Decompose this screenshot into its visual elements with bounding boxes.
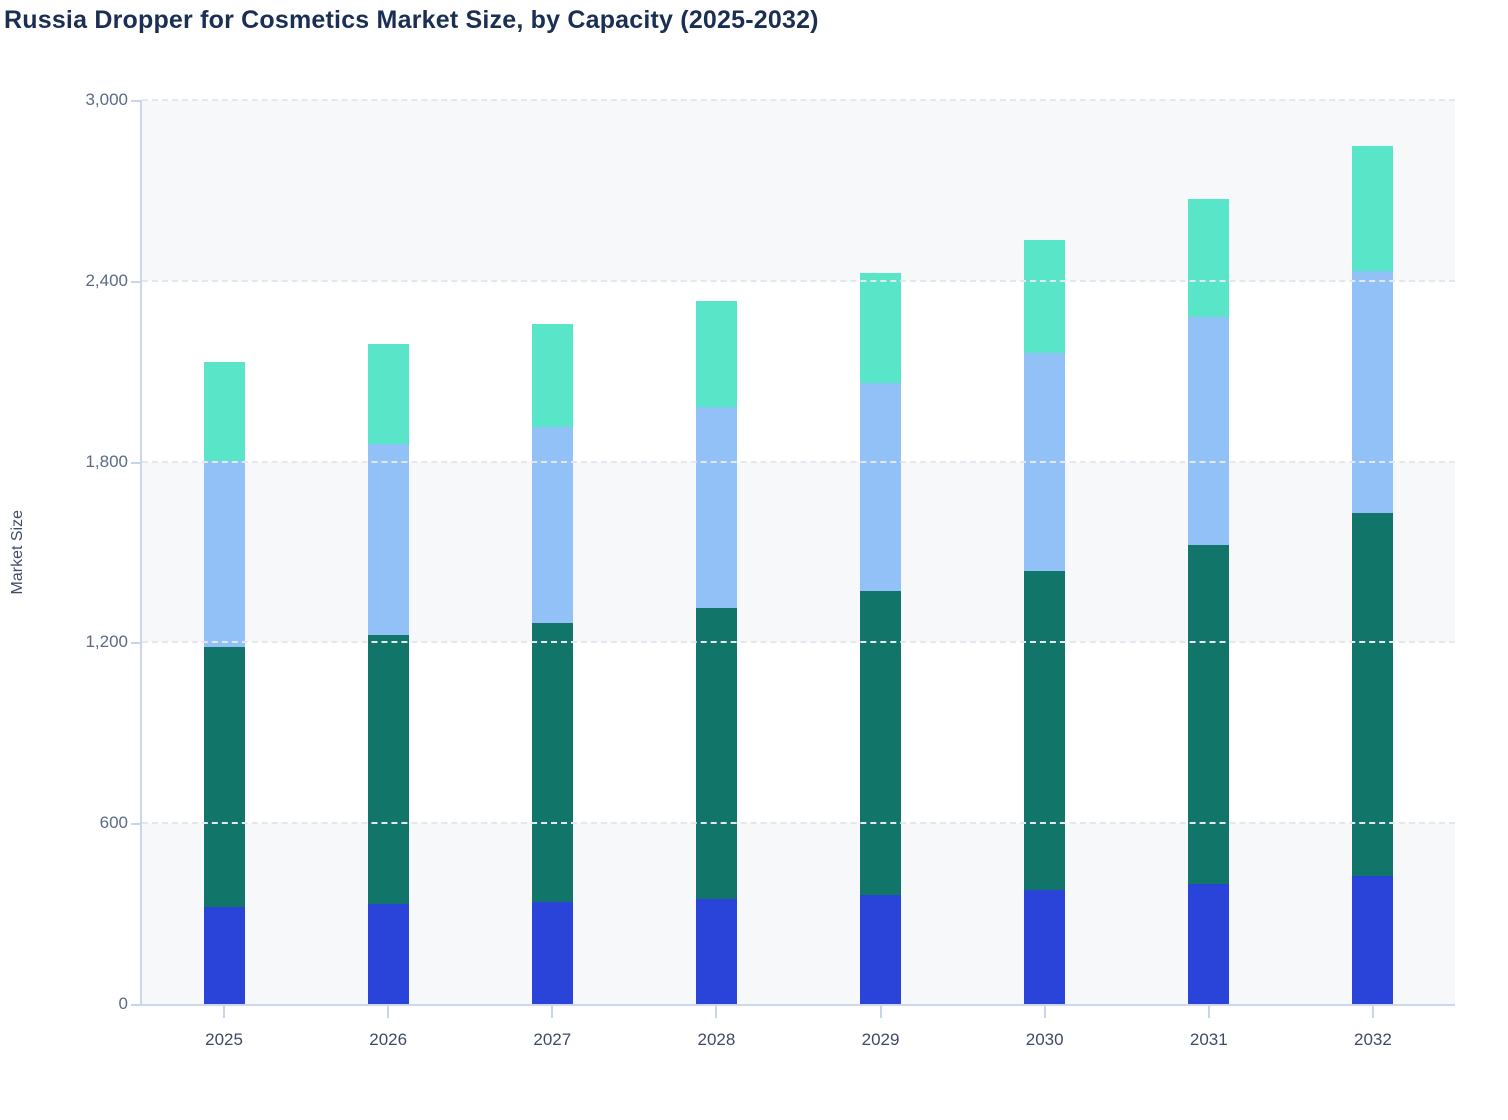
y-tick-mark [131, 100, 141, 102]
bar-2028[interactable] [695, 300, 737, 1004]
plot-band [142, 823, 1455, 1004]
bar-2026-top-segment-mint[interactable] [367, 344, 409, 444]
bar-slot-2031 [1127, 100, 1291, 1004]
bar-2026-second-segment-teal[interactable] [367, 634, 409, 904]
bar-2032-second-segment-teal[interactable] [1352, 513, 1394, 876]
x-axis-label-2027: 2027 [533, 1030, 572, 1049]
bar-slot-2025 [142, 100, 306, 1004]
y-tick-mark [131, 1004, 141, 1006]
bar-2027-second-segment-teal[interactable] [531, 622, 573, 902]
y-axis-line [140, 100, 142, 1006]
gridline-1200 [142, 641, 1455, 644]
y-tick-label-2400: 2,400 [85, 270, 128, 290]
y-tick-label-0: 0 [118, 994, 128, 1013]
bar-2028-bottom-segment-blue[interactable] [695, 899, 737, 1004]
bar-2030-second-segment-teal[interactable] [1024, 571, 1066, 891]
bars-row [142, 100, 1455, 1004]
bar-2028-third-segment-light-blue[interactable] [695, 406, 737, 609]
x-axis-label-2030: 2030 [1025, 1030, 1064, 1049]
x-axis-label-2025: 2025 [205, 1030, 243, 1049]
y-axis-title: Market Size [9, 509, 26, 595]
x-axis-label-2028: 2028 [697, 1030, 736, 1049]
gridline-1800 [142, 460, 1455, 463]
bar-2030[interactable] [1024, 240, 1066, 1004]
bar-2031-third-segment-light-blue[interactable] [1188, 316, 1230, 546]
x-axis-labels: 2025 2026 2027 2028 2029 2030 2031 2032 [142, 1030, 1455, 1050]
bar-2032[interactable] [1352, 146, 1394, 1004]
x-tick-mark-2031 [1208, 1006, 1210, 1018]
y-tick-mark [131, 280, 141, 283]
gridline-3000 [142, 99, 1455, 101]
y-tick-label-3000: 3,000 [85, 90, 128, 109]
x-tick-mark-2032 [1372, 1006, 1374, 1018]
plot-band [142, 100, 1455, 281]
bar-2030-bottom-segment-blue[interactable] [1024, 890, 1066, 1004]
bar-2028-second-segment-teal[interactable] [695, 608, 737, 900]
bar-2029-second-segment-teal[interactable] [860, 590, 902, 895]
bar-2032-top-segment-mint[interactable] [1352, 146, 1394, 271]
bar-2031-bottom-segment-blue[interactable] [1188, 884, 1230, 1004]
bar-2025-top-segment-mint[interactable] [203, 362, 245, 461]
y-tick-label-1800: 1,800 [85, 451, 128, 471]
bar-2030-top-segment-mint[interactable] [1024, 240, 1066, 354]
bar-2031[interactable] [1188, 198, 1230, 1004]
y-axis-title-container: Market Size [0, 100, 36, 1004]
gridline-600 [142, 822, 1455, 825]
bar-2027-third-segment-light-blue[interactable] [531, 426, 573, 623]
chart-title: Russia Dropper for Cosmetics Market Size… [4, 6, 819, 34]
bar-2027-top-segment-mint[interactable] [531, 324, 573, 427]
x-tick-mark-2027 [551, 1006, 553, 1018]
x-tick-mark-2030 [1044, 1006, 1046, 1018]
bar-2032-bottom-segment-blue[interactable] [1352, 875, 1394, 1004]
y-tick-label-1200: 1,200 [85, 632, 128, 652]
bar-2025-third-segment-light-blue[interactable] [203, 460, 245, 647]
x-tick-mark-2026 [387, 1006, 389, 1018]
bar-slot-2028 [634, 100, 798, 1004]
bar-2025-second-segment-teal[interactable] [203, 646, 245, 907]
bar-2025[interactable] [203, 362, 245, 1004]
x-axis-label-2032: 2032 [1354, 1030, 1392, 1049]
gridline-2400 [142, 279, 1455, 282]
x-tick-mark-2028 [715, 1006, 717, 1018]
plot-band [142, 461, 1455, 643]
x-axis-line [132, 1004, 1455, 1006]
bar-slot-2027 [470, 100, 634, 1004]
bar-2025-bottom-segment-blue[interactable] [203, 906, 245, 1004]
bar-2032-third-segment-light-blue[interactable] [1352, 270, 1394, 514]
x-axis-label-2031: 2031 [1189, 1030, 1228, 1049]
bar-2029-bottom-segment-blue[interactable] [860, 894, 902, 1004]
y-tick-mark [131, 461, 141, 464]
bar-2027[interactable] [531, 324, 573, 1004]
y-tick-label-600: 600 [99, 813, 128, 833]
x-axis-label-2029: 2029 [861, 1030, 900, 1049]
bar-slot-2032 [1291, 100, 1455, 1004]
x-tick-mark-2025 [223, 1006, 225, 1018]
bar-2026[interactable] [367, 344, 409, 1004]
bar-2031-second-segment-teal[interactable] [1188, 545, 1230, 885]
x-tick-mark-2029 [880, 1006, 882, 1018]
bar-2026-third-segment-light-blue[interactable] [367, 443, 409, 635]
bar-2029[interactable] [860, 273, 902, 1004]
bar-2029-top-segment-mint[interactable] [860, 273, 902, 383]
y-tick-mark [131, 823, 141, 826]
bar-2028-top-segment-mint[interactable] [695, 300, 737, 407]
bar-2027-bottom-segment-blue[interactable] [531, 901, 573, 1004]
bar-2031-top-segment-mint[interactable] [1188, 198, 1230, 317]
bar-slot-2026 [306, 100, 470, 1004]
plot-area [142, 99, 1455, 1004]
bar-slot-2030 [963, 100, 1127, 1004]
bar-slot-2029 [799, 100, 963, 1004]
x-axis-label-2026: 2026 [369, 1030, 408, 1049]
y-tick-mark [131, 642, 141, 645]
bar-2029-third-segment-light-blue[interactable] [860, 382, 902, 591]
bar-2026-bottom-segment-blue[interactable] [367, 903, 409, 1004]
